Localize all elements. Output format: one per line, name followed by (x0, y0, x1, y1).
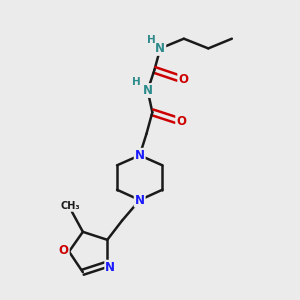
Text: N: N (135, 194, 145, 207)
Text: N: N (155, 42, 165, 55)
Text: N: N (142, 84, 153, 97)
Text: O: O (59, 244, 69, 257)
Text: CH₃: CH₃ (61, 201, 80, 211)
Text: H: H (132, 77, 141, 87)
Text: H: H (146, 34, 155, 45)
Text: O: O (178, 73, 188, 86)
Text: N: N (105, 261, 115, 274)
Text: N: N (135, 149, 145, 162)
Text: O: O (176, 115, 186, 128)
